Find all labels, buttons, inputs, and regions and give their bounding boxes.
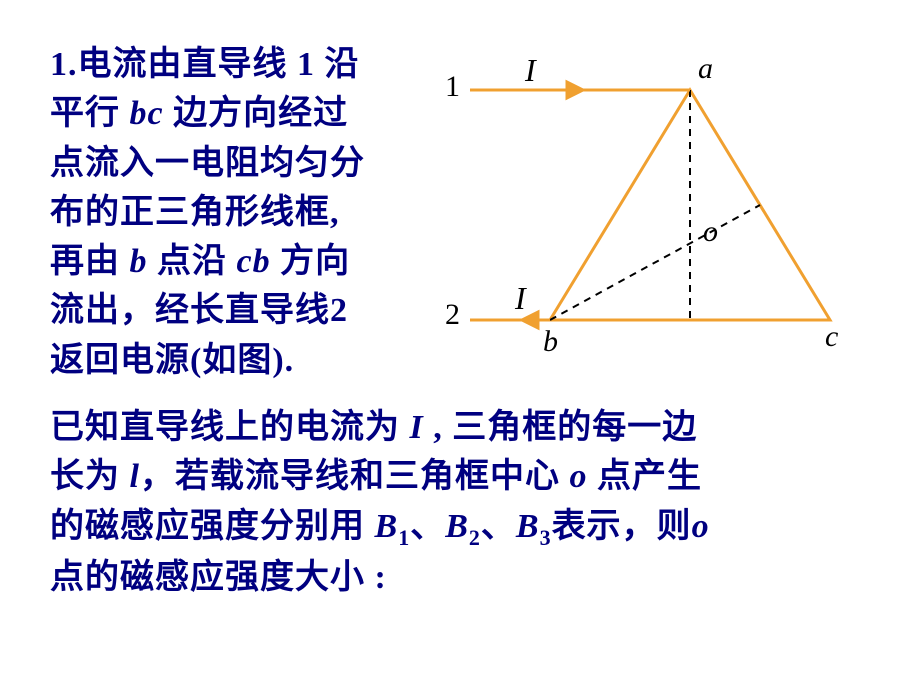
problem-number: 1. — [50, 46, 78, 83]
median-dash — [550, 205, 760, 320]
top-row: 1.电流由直导线 1 沿 平行 bc 边方向经过 点流入一电阻均匀分 布的正三角… — [50, 40, 870, 385]
I-sym: I — [410, 409, 434, 446]
label-b: b — [543, 325, 558, 359]
label-a: a — [698, 52, 713, 86]
sep2: 、 — [481, 508, 516, 545]
wire2-num: 2 — [330, 292, 348, 329]
sub3: 3 — [540, 524, 552, 549]
cb: cb — [237, 243, 271, 280]
o-sym2: o — [692, 508, 710, 545]
l-sym: l — [130, 458, 140, 495]
t-line5c: 方向 — [271, 243, 351, 280]
t-line5b: 点沿 — [148, 243, 237, 280]
problem-bottom-text: 已知直导线上的电流为 I , 三角框的每一边 长为 l，若载流导线和三角框中心 … — [50, 403, 870, 603]
b3a: 的磁感应强度分别用 — [50, 508, 375, 545]
label-wire1: 1 — [445, 70, 460, 104]
t-line2b: 边方向经过 — [164, 95, 349, 132]
o-sym: o — [569, 458, 587, 495]
t-line2a: 平行 — [50, 95, 130, 132]
physics-slide: 1.电流由直导线 1 沿 平行 bc 边方向经过 点流入一电阻均匀分 布的正三角… — [0, 0, 920, 690]
t-line3: 点流入一电阻均匀分 — [50, 145, 365, 182]
t-line7a: 返回电源(如图). — [50, 342, 294, 379]
label-c: c — [825, 320, 838, 354]
b2a: 长为 — [50, 458, 130, 495]
label-o: o — [703, 215, 718, 249]
problem-top-text: 1.电流由直导线 1 沿 平行 bc 边方向经过 点流入一电阻均匀分 布的正三角… — [50, 40, 420, 385]
b1b: , 三角框的每一边 — [433, 409, 697, 446]
t-line6a: 流出，经长直导线 — [50, 292, 330, 329]
t-line1a: 电流由直导线 — [78, 46, 298, 83]
label-I-top: I — [525, 52, 536, 89]
sub1: 1 — [398, 524, 410, 549]
B3: B — [516, 508, 540, 545]
b2c: 点产生 — [587, 458, 702, 495]
diagram-svg — [430, 50, 860, 370]
triangle-diagram: 1 2 I I a b c o — [430, 50, 860, 370]
B2: B — [445, 508, 469, 545]
b2b: ，若载流导线和三角框中心 — [140, 458, 570, 495]
wire1-num: 1 — [297, 46, 315, 83]
label-wire2: 2 — [445, 298, 460, 332]
sep1: 、 — [410, 508, 445, 545]
b4: 点的磁感应强度大小 : — [50, 559, 387, 596]
t-line4: 布的正三角形线框, — [50, 194, 340, 231]
t-line5a: 再由 — [50, 243, 130, 280]
label-I-bottom: I — [515, 280, 526, 317]
sub2: 2 — [469, 524, 481, 549]
t-line1b: 沿 — [315, 46, 360, 83]
b-pt: b — [130, 243, 148, 280]
b3b: 表示，则 — [552, 508, 692, 545]
b1a: 已知直导线上的电流为 — [50, 409, 410, 446]
B1: B — [375, 508, 399, 545]
bc-1: bc — [130, 95, 164, 132]
